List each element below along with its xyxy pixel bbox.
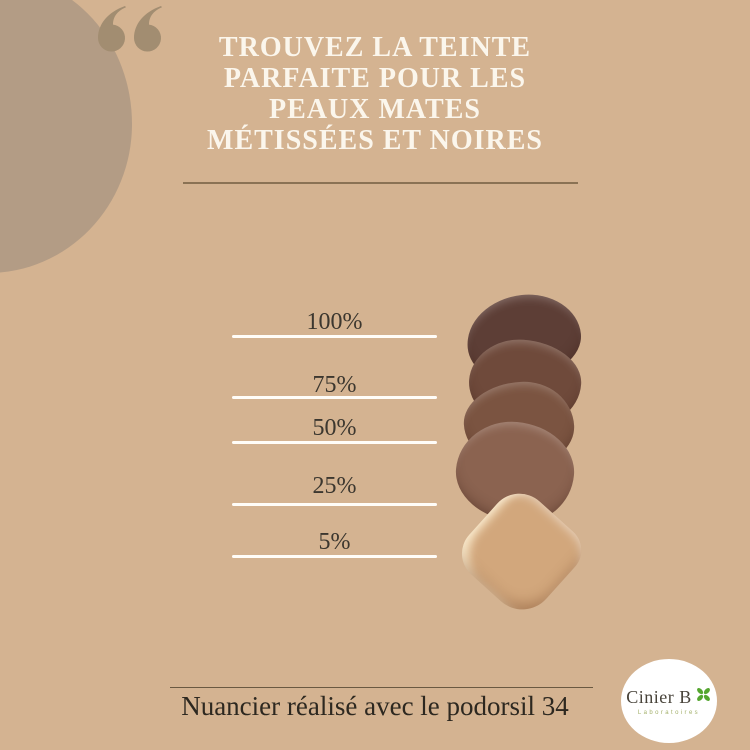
scale-line-5: [232, 555, 437, 558]
logo-subtitle: Laboratoires: [637, 710, 701, 716]
scale-line-25: [232, 503, 437, 506]
scale-label-50: 50%: [312, 415, 357, 441]
leaf-clover-icon: [695, 686, 712, 708]
scale-label-25: 25%: [312, 473, 357, 499]
footer-divider: [170, 687, 593, 688]
title-line: MÉTISSÉES ET NOIRES: [207, 125, 543, 156]
scale-label-100: 100%: [306, 309, 363, 335]
opening-double-quote-icon: [95, 4, 171, 63]
page-title: TROUVEZ LA TEINTE PARFAITE POUR LES PEAU…: [115, 32, 635, 156]
title-divider: [183, 182, 578, 184]
title-line: TROUVEZ LA TEINTE: [218, 32, 532, 63]
scale-line-75: [232, 396, 437, 399]
scale-line-50: [232, 441, 437, 444]
title-line: PARFAITE POUR LES: [223, 63, 527, 94]
logo-brand-name: Cinier B: [626, 687, 692, 707]
title-line: PEAUX MATES: [269, 94, 481, 125]
scale-label-75: 75%: [312, 372, 357, 398]
brand-logo: Cinier B Laboratoires: [621, 659, 717, 743]
footer-caption: Nuancier réalisé avec le podorsil 34: [181, 691, 569, 721]
scale-line-100: [232, 335, 437, 338]
scale-label-5: 5%: [318, 529, 351, 555]
